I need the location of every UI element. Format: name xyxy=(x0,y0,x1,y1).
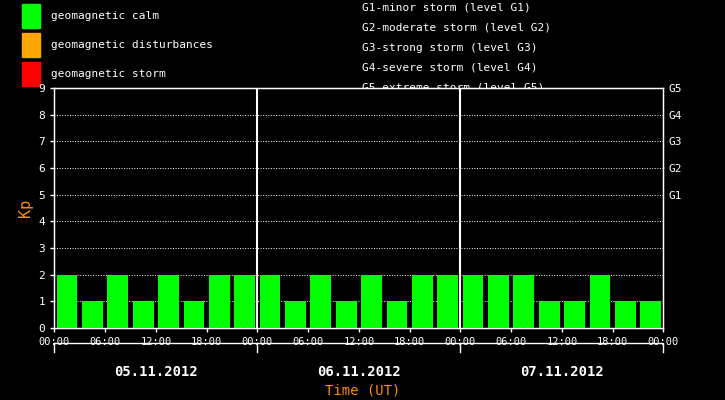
Text: G5-extreme storm (level G5): G5-extreme storm (level G5) xyxy=(362,83,544,93)
Bar xyxy=(260,275,281,328)
Text: 06.11.2012: 06.11.2012 xyxy=(317,365,401,379)
Bar xyxy=(361,275,382,328)
Bar xyxy=(158,275,179,328)
Bar xyxy=(463,275,484,328)
Bar xyxy=(412,275,433,328)
Text: 05.11.2012: 05.11.2012 xyxy=(114,365,198,379)
Bar xyxy=(310,275,331,328)
Text: G2-moderate storm (level G2): G2-moderate storm (level G2) xyxy=(362,22,552,32)
Bar xyxy=(640,301,661,328)
Bar xyxy=(513,275,534,328)
Bar xyxy=(183,301,204,328)
Bar xyxy=(386,301,407,328)
Text: geomagnetic calm: geomagnetic calm xyxy=(51,11,159,21)
Y-axis label: Kp: Kp xyxy=(18,199,33,217)
Bar xyxy=(437,275,458,328)
Bar xyxy=(285,301,306,328)
Text: 07.11.2012: 07.11.2012 xyxy=(520,365,604,379)
Bar xyxy=(133,301,154,328)
Bar xyxy=(666,275,687,328)
Bar xyxy=(564,301,585,328)
Text: Time (UT): Time (UT) xyxy=(325,384,400,398)
Text: G1-minor storm (level G1): G1-minor storm (level G1) xyxy=(362,2,531,12)
Bar xyxy=(22,4,40,28)
Bar xyxy=(488,275,509,328)
Bar xyxy=(539,301,560,328)
Bar xyxy=(22,32,40,57)
Bar xyxy=(589,275,610,328)
Bar xyxy=(234,275,255,328)
Bar xyxy=(615,301,636,328)
Text: geomagnetic storm: geomagnetic storm xyxy=(51,69,165,79)
Text: geomagnetic disturbances: geomagnetic disturbances xyxy=(51,40,212,50)
Text: G4-severe storm (level G4): G4-severe storm (level G4) xyxy=(362,63,538,73)
Bar xyxy=(57,275,78,328)
Bar xyxy=(22,62,40,86)
Bar xyxy=(82,301,103,328)
Bar xyxy=(107,275,128,328)
Bar xyxy=(336,301,357,328)
Bar xyxy=(209,275,230,328)
Text: G3-strong storm (level G3): G3-strong storm (level G3) xyxy=(362,42,538,52)
